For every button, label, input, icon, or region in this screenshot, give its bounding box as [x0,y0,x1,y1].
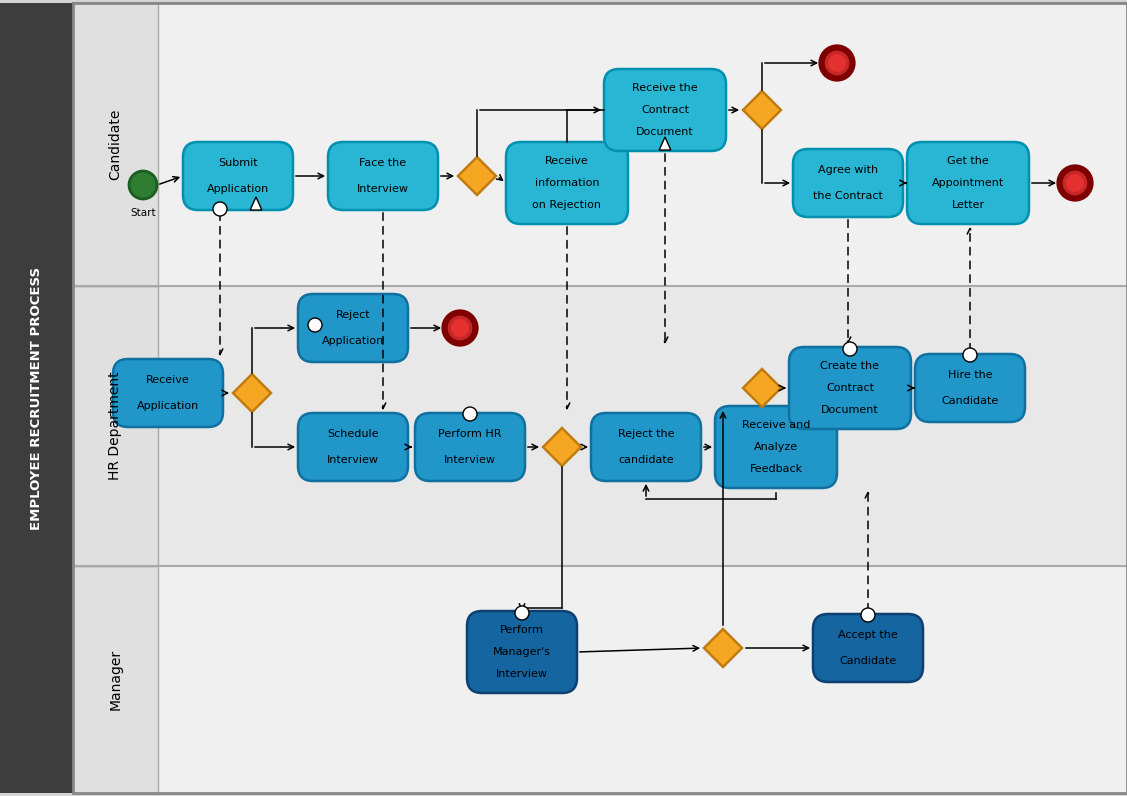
Text: Accept the: Accept the [838,630,898,640]
Text: Reject the: Reject the [618,429,674,439]
FancyBboxPatch shape [915,354,1024,422]
Text: Start: Start [131,208,156,218]
Bar [73,3,158,286]
Text: Face the: Face the [360,158,407,168]
Text: Agree with: Agree with [818,165,878,175]
Polygon shape [743,91,781,129]
Circle shape [128,171,157,199]
Text: information: information [534,178,600,188]
Text: Candidate: Candidate [941,396,999,406]
Text: Perform HR: Perform HR [438,429,502,439]
FancyBboxPatch shape [328,142,438,210]
FancyBboxPatch shape [467,611,577,693]
Text: Receive the: Receive the [632,83,698,93]
Text: Perform: Perform [500,625,544,634]
Polygon shape [743,369,781,407]
Text: Get the: Get the [947,156,988,166]
Text: Interview: Interview [327,455,379,465]
Bar [73,286,1127,566]
Polygon shape [458,157,496,195]
Bar [73,566,158,793]
FancyBboxPatch shape [907,142,1029,224]
Text: Interview: Interview [357,184,409,194]
FancyBboxPatch shape [813,614,923,682]
FancyBboxPatch shape [506,142,628,224]
Circle shape [463,407,477,421]
FancyBboxPatch shape [604,69,726,151]
Text: Application: Application [322,336,384,346]
Polygon shape [233,374,270,412]
Text: Interview: Interview [496,669,548,679]
FancyBboxPatch shape [715,406,837,488]
Polygon shape [250,197,261,210]
Text: candidate: candidate [619,455,674,465]
Circle shape [843,342,857,356]
Text: Schedule: Schedule [327,429,379,439]
Bar [73,286,158,566]
Text: Appointment: Appointment [932,178,1004,188]
Circle shape [308,318,322,332]
Text: Interview: Interview [444,455,496,465]
Text: Contract: Contract [826,383,875,393]
Circle shape [822,48,852,79]
Text: Application: Application [136,401,199,411]
Text: Submit: Submit [219,158,258,168]
Text: Letter: Letter [951,201,985,210]
Text: HR Department: HR Department [108,372,123,480]
Text: Candidate: Candidate [840,656,897,666]
Circle shape [451,318,470,338]
Text: Receive and: Receive and [742,419,810,430]
Text: Create the: Create the [820,361,879,371]
Bar [0,3,73,793]
Circle shape [827,53,846,72]
Circle shape [1065,174,1084,193]
Text: Application: Application [207,184,269,194]
Circle shape [444,313,476,344]
Text: EMPLOYEE RECRUITMENT PROCESS: EMPLOYEE RECRUITMENT PROCESS [30,267,43,529]
Polygon shape [659,137,671,150]
Bar [73,3,1127,286]
FancyBboxPatch shape [789,347,911,429]
FancyBboxPatch shape [298,413,408,481]
FancyBboxPatch shape [298,294,408,362]
Text: Document: Document [636,127,694,137]
Polygon shape [543,428,582,466]
FancyBboxPatch shape [415,413,525,481]
Text: Reject: Reject [336,310,371,320]
Text: Manager: Manager [108,649,123,710]
Bar [73,566,1127,793]
FancyBboxPatch shape [793,149,903,217]
Polygon shape [704,629,742,667]
Text: Document: Document [822,405,879,416]
Circle shape [213,202,227,216]
Text: Manager's: Manager's [492,647,551,657]
Text: Receive: Receive [147,375,189,385]
Circle shape [861,608,875,622]
Text: Feedback: Feedback [749,464,802,474]
Circle shape [515,606,529,620]
FancyBboxPatch shape [183,142,293,210]
Text: Receive: Receive [545,156,589,166]
FancyBboxPatch shape [113,359,223,427]
Circle shape [1059,167,1091,198]
FancyBboxPatch shape [591,413,701,481]
Circle shape [962,348,977,362]
Text: Hire the: Hire the [948,370,992,380]
Text: on Rejection: on Rejection [532,201,602,210]
Text: Contract: Contract [641,105,689,115]
Text: the Contract: the Contract [813,191,882,201]
Text: Analyze: Analyze [754,442,798,452]
Text: Candidate: Candidate [108,109,123,180]
